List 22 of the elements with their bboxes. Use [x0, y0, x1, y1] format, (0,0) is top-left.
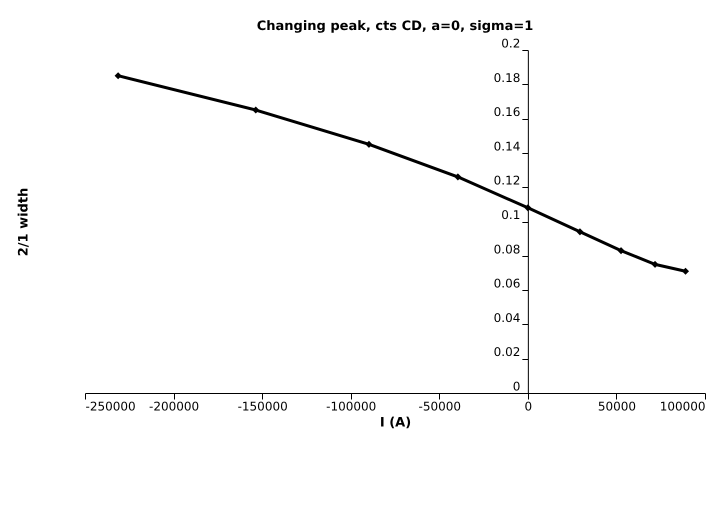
x-tick-label: -250000 [86, 400, 136, 414]
x-tick-label: 0 [524, 400, 532, 414]
x-tick-label: -200000 [149, 400, 200, 414]
y-axis-title: 2/1 width [16, 188, 32, 256]
x-tick-label: 100000 [660, 400, 706, 414]
y-tick-label: 0.08 [494, 242, 520, 256]
chart-title: Changing peak, cts CD, a=0, sigma=1 [256, 19, 534, 34]
y-tick-label: 0.06 [494, 276, 520, 291]
y-tick-label: 0.16 [494, 105, 520, 120]
x-tick-label: -100000 [326, 400, 376, 414]
x-tick-label: -50000 [418, 400, 462, 414]
y-tick-label: 0.18 [494, 70, 520, 85]
y-tick-label: 0.02 [494, 345, 520, 360]
y-tick-label: 0.1 [501, 208, 520, 222]
y-tick-label: 0 [512, 380, 520, 394]
y-tick-label: 0.12 [494, 174, 520, 188]
y-tick-label: 0.04 [494, 310, 520, 325]
x-tick-label: 50000 [598, 400, 636, 414]
y-tick-label: 0.2 [501, 36, 520, 50]
x-tick-label: -150000 [238, 400, 288, 414]
y-tick-label: 0.14 [494, 139, 520, 154]
x-axis-title: I (A) [380, 416, 412, 430]
